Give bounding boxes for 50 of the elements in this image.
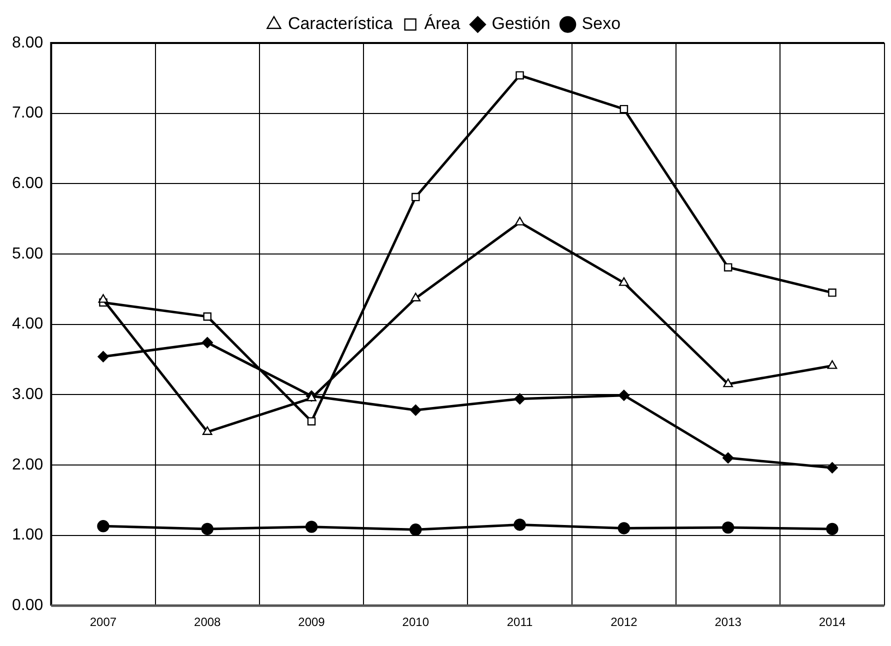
point [516,71,524,80]
point [98,294,108,303]
y-tick-label: 4.00 [12,316,44,333]
point [723,378,734,388]
point [826,462,838,474]
point [620,104,628,114]
point [307,417,316,426]
y-tick-label: 2.00 [12,456,44,474]
point [410,404,422,416]
point [514,216,525,226]
point [618,390,630,401]
y-tick-label: 5.00 [12,245,44,262]
point [410,292,421,302]
x-tick-label: 2009 [298,615,326,630]
point [202,426,212,435]
y-tick-label: 7.00 [12,104,44,122]
legend-label: Gestión [492,14,550,34]
point [514,393,526,404]
point [827,360,838,369]
point [410,524,422,536]
point [826,522,838,536]
point [203,312,212,321]
point [202,336,213,348]
x-tick-label: 2013 [714,615,742,630]
y-tick-label: 6.00 [12,175,44,192]
x-tick-label: 2008 [194,615,222,630]
point [722,452,734,464]
point [514,518,526,531]
x-tick-label: 2011 [506,615,534,630]
point [828,288,836,297]
point [722,521,734,534]
point [412,192,420,202]
x-tick-label: 2007 [90,615,117,630]
x-tick-label: 2014 [818,615,846,630]
point [201,522,214,536]
x-tick-label: 2012 [610,615,638,630]
point [619,277,629,286]
point [305,520,318,533]
point [97,520,110,532]
legend-label: Característica [288,14,394,34]
y-tick-label: 0.00 [12,597,44,614]
point [724,263,732,272]
point [618,522,630,534]
legend-label: Área [424,14,461,34]
x-tick-label: 2010 [402,615,430,630]
y-tick-label: 8.00 [12,34,44,52]
y-tick-label: 3.00 [12,386,44,404]
point [98,351,109,362]
y-tick-label: 1.00 [12,526,44,544]
legend-label: Sexo [582,14,621,34]
